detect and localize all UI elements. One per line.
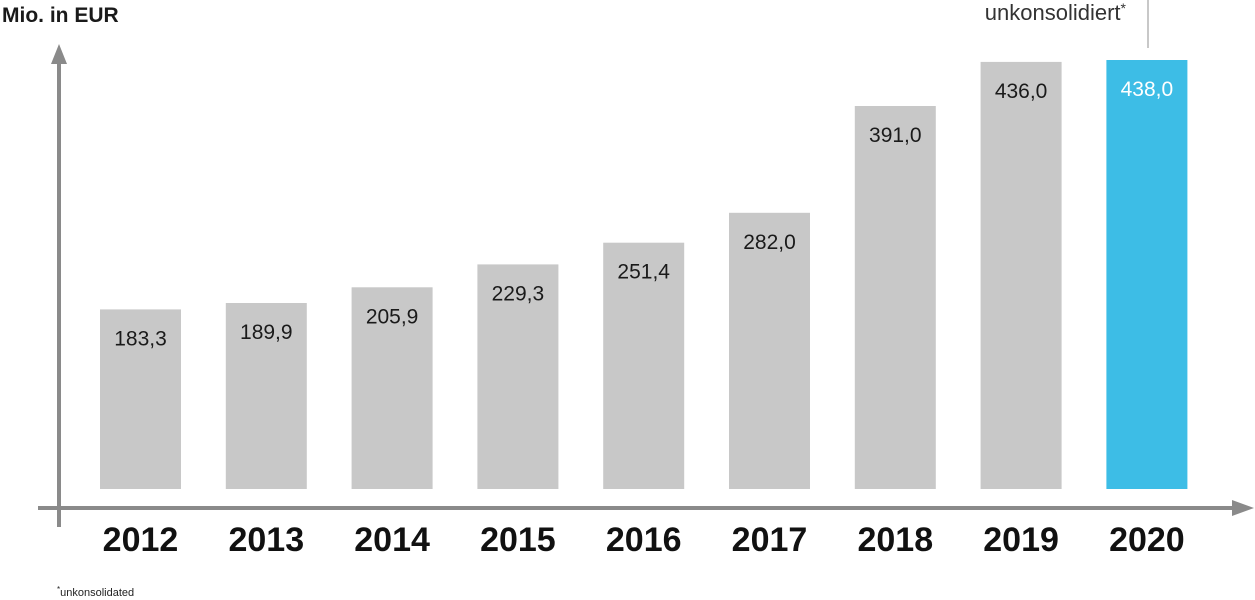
x-tick-2017: 2017 xyxy=(732,521,808,559)
bar-2014 xyxy=(351,287,433,489)
x-tick-2020: 2020 xyxy=(1109,521,1185,559)
value-label-2013: 189,9 xyxy=(240,321,293,344)
annotation-text: unkonsolidiert xyxy=(985,0,1121,25)
bar-2012 xyxy=(100,309,181,489)
bar-2020 xyxy=(1106,60,1188,489)
x-tick-2013: 2013 xyxy=(228,521,304,559)
value-label-2016: 251,4 xyxy=(617,261,670,284)
bar-2015 xyxy=(477,264,559,489)
value-label-2012: 183,3 xyxy=(114,327,167,350)
footnote-mark: * xyxy=(57,585,60,594)
x-tick-2016: 2016 xyxy=(606,521,682,559)
x-tick-2015: 2015 xyxy=(480,521,556,559)
annotation-mark: * xyxy=(1121,0,1127,16)
bar-2013 xyxy=(225,303,307,489)
bar-2017 xyxy=(729,212,810,490)
value-label-2019: 436,0 xyxy=(995,80,1048,103)
value-label-2014: 205,9 xyxy=(366,305,419,328)
value-label-2018: 391,0 xyxy=(869,124,922,147)
footnote-text: unkonsolidated xyxy=(60,587,134,599)
x-tick-2012: 2012 xyxy=(103,521,179,559)
bar-2016 xyxy=(603,242,685,489)
value-label-2020: 438,0 xyxy=(1121,78,1174,101)
value-label-2015: 229,3 xyxy=(492,282,545,305)
value-label-2017: 282,0 xyxy=(743,231,796,254)
bar-2019 xyxy=(980,61,1062,490)
x-tick-2018: 2018 xyxy=(857,521,933,559)
x-tick-2019: 2019 xyxy=(983,521,1059,559)
annotation-unkonsolidiert: unkonsolidiert* xyxy=(985,0,1127,25)
y-axis-arrowhead xyxy=(51,44,67,64)
y-axis-unit-label: Mio. in EUR xyxy=(2,4,119,27)
x-tick-2014: 2014 xyxy=(354,521,430,559)
footnote: *unkonsolidated xyxy=(57,585,134,599)
x-axis-arrowhead xyxy=(1232,500,1254,516)
bar-2018 xyxy=(854,106,936,489)
